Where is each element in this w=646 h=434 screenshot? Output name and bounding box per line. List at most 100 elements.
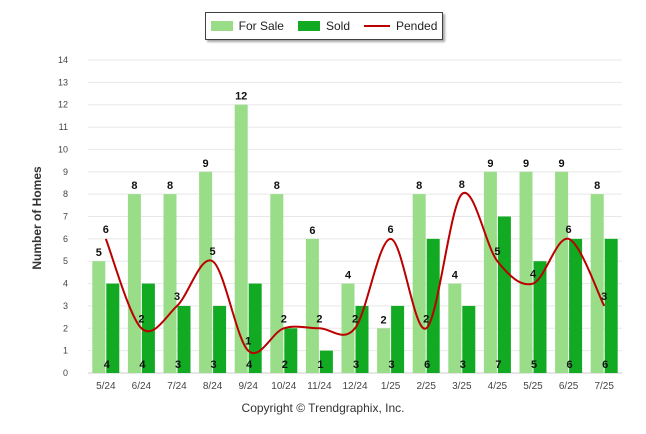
x-tick-label: 9/24	[238, 381, 258, 392]
data-label-pended: 3	[174, 291, 180, 303]
bar-for-sale	[555, 171, 569, 373]
y-tick-label: 4	[63, 279, 68, 289]
y-tick-label: 11	[59, 122, 68, 132]
bar-sold	[106, 283, 120, 373]
x-tick-label: 8/24	[203, 381, 223, 392]
legend-item-sold[interactable]: Sold	[297, 19, 350, 33]
data-label-sold: 3	[460, 359, 466, 371]
data-label-pended: 2	[281, 313, 287, 325]
data-label-for-sale: 8	[167, 180, 173, 192]
data-label-for-sale: 12	[235, 91, 247, 103]
x-tick-label: 2/25	[416, 381, 436, 392]
x-tick-label: 7/25	[594, 381, 614, 392]
x-tick-label: 11/24	[307, 381, 332, 392]
bar-for-sale	[305, 238, 319, 373]
bar-sold	[319, 350, 333, 373]
legend-label-pended: Pended	[396, 19, 438, 33]
x-tick-label: 5/25	[523, 381, 543, 392]
data-label-pended: 4	[530, 269, 537, 281]
data-label-pended: 8	[459, 179, 465, 191]
x-tick-label: 1/25	[381, 381, 401, 392]
bar-sold	[533, 261, 547, 373]
y-tick-label: 0	[63, 368, 68, 378]
data-label-pended: 2	[138, 313, 144, 325]
data-label-for-sale: 9	[523, 158, 529, 170]
data-label-pended: 6	[103, 224, 109, 236]
bar-sold	[462, 305, 476, 373]
data-label-sold: 4	[246, 359, 253, 371]
data-label-pended: 5	[494, 246, 500, 258]
data-label-sold: 7	[495, 359, 501, 371]
bar-for-sale	[341, 283, 355, 373]
y-tick-label: 13	[58, 77, 68, 87]
bar-for-sale	[412, 194, 426, 373]
data-label-for-sale: 2	[381, 314, 387, 326]
legend-swatch-for-sale	[210, 21, 233, 31]
data-label-sold: 3	[353, 359, 359, 371]
x-tick-label: 5/24	[96, 381, 116, 392]
y-tick-label: 3	[63, 301, 68, 311]
y-tick-label: 1	[63, 346, 68, 356]
data-label-for-sale: 9	[559, 158, 565, 170]
bar-sold	[391, 305, 405, 373]
data-label-sold: 4	[139, 359, 146, 371]
bar-for-sale	[377, 328, 391, 373]
bar-sold	[426, 238, 440, 373]
legend-label-sold: Sold	[325, 19, 350, 33]
legend-swatch-sold	[297, 21, 320, 31]
data-label-sold: 3	[175, 359, 181, 371]
copyright-footer: Copyright © Trendgraphix, Inc.	[241, 401, 405, 415]
y-tick-label: 7	[63, 212, 68, 222]
x-tick-label: 3/25	[452, 381, 472, 392]
bar-sold	[569, 238, 583, 373]
bar-for-sale	[590, 194, 604, 373]
data-label-for-sale: 8	[274, 180, 280, 192]
data-label-sold: 5	[531, 359, 537, 371]
data-label-sold: 2	[282, 359, 288, 371]
legend-swatch-pended	[364, 25, 390, 27]
bar-for-sale	[199, 171, 213, 373]
y-tick-label: 9	[63, 167, 68, 177]
data-label-for-sale: 8	[416, 180, 422, 192]
bar-for-sale	[163, 194, 177, 373]
y-tick-label: 8	[63, 189, 68, 199]
x-tick-label: 7/24	[167, 381, 187, 392]
data-label-sold: 4	[104, 359, 111, 371]
data-label-sold: 6	[567, 359, 573, 371]
data-label-sold: 6	[424, 359, 430, 371]
y-tick-label: 12	[58, 100, 68, 110]
bar-for-sale	[92, 261, 106, 373]
data-label-for-sale: 6	[309, 225, 315, 237]
bar-for-sale	[483, 171, 497, 373]
data-label-for-sale: 8	[594, 180, 600, 192]
data-label-for-sale: 9	[487, 158, 493, 170]
bar-for-sale	[448, 283, 462, 373]
data-label-pended: 2	[423, 313, 429, 325]
data-label-for-sale: 9	[203, 158, 209, 170]
y-tick-label: 14	[58, 55, 68, 65]
data-label-for-sale: 8	[131, 180, 137, 192]
data-label-pended: 3	[601, 291, 607, 303]
bar-for-sale	[270, 194, 284, 373]
bar-sold	[141, 283, 155, 373]
data-label-pended: 5	[210, 246, 216, 258]
x-tick-label: 10/24	[271, 381, 296, 392]
bar-sold	[213, 305, 227, 373]
bar-for-sale	[127, 194, 141, 373]
legend-label-for-sale: For Sale	[238, 19, 284, 33]
data-label-for-sale: 4	[345, 270, 352, 282]
legend: For Sale Sold Pended	[205, 12, 443, 40]
data-label-for-sale: 5	[96, 247, 102, 259]
bar-sold	[497, 216, 511, 373]
data-label-for-sale: 4	[452, 270, 459, 282]
bar-sold	[177, 305, 191, 373]
y-tick-label: 6	[63, 234, 68, 244]
x-tick-label: 12/24	[342, 381, 367, 392]
data-label-pended: 6	[388, 224, 394, 236]
x-tick-label: 6/24	[132, 381, 152, 392]
legend-item-for-sale[interactable]: For Sale	[210, 19, 284, 33]
data-label-pended: 1	[245, 336, 251, 348]
legend-item-pended[interactable]: Pended	[364, 19, 437, 33]
